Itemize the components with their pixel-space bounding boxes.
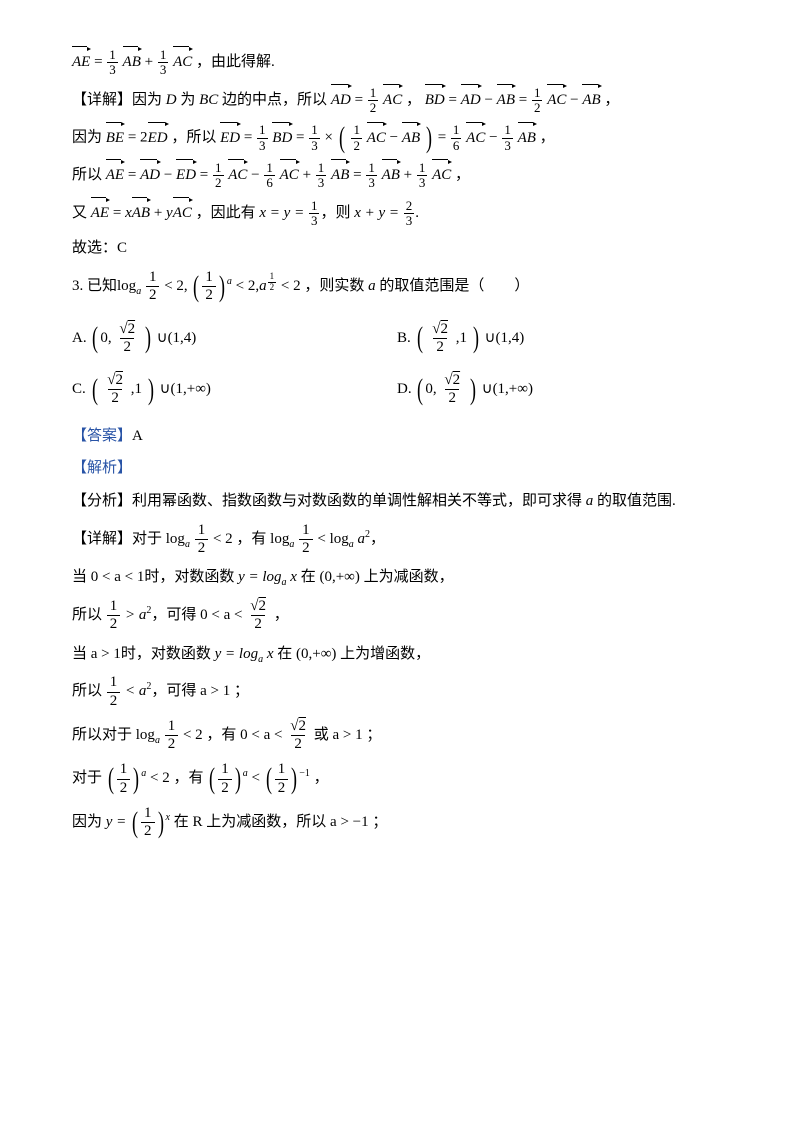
options-row-1: A. (0, √22 ) ∪(1,4) B. ( √22 ,1 ) ∪(1,4) (72, 313, 722, 365)
xiangjie-5: 所以 12 < a2，可得 a > 1 ； (72, 674, 722, 710)
line-ae-decomp: AE AE = = 13 AB + 13 AC ，由此得解. (72, 48, 722, 78)
q3-stem: 3. 已知loga 12 < 2, (12)a < 2,a12 < 2 ，则实数… (72, 269, 722, 305)
vec-ac: AC (173, 50, 192, 75)
xiangjie-8: 因为 y = (12)x 在 R 上为减函数，所以 a > −1 ； (72, 805, 722, 841)
option-b: B. ( √22 ,1 ) ∪(1,4) (397, 321, 722, 357)
xiangjie-3: 所以 12 > a2，可得 0 < a < √22 ， (72, 598, 722, 634)
vec-ae: AE (72, 50, 90, 75)
xiangjie-6: 所以对于 loga 12 < 2 ，有 0 < a < √22 或 a > 1 … (72, 718, 722, 754)
xiangjie-4: 当 a > 1时，对数函数 y = loga x 在 (0,+∞) 上为增函数， (72, 642, 722, 667)
line-choice-c: 故选：C (72, 236, 722, 261)
option-c: C. ( √22 ,1 ) ∪(1,+∞) (72, 372, 397, 408)
line-be-2ed: 因为 BE = 2ED ，所以 ED = 13 BD = 13 × ( 12 A… (72, 123, 722, 153)
line-ae-expand: 所以 AE = AD − ED = 12 AC − 16 AC + 13 AB … (72, 161, 722, 191)
options-row-2: C. ( √22 ,1 ) ∪(1,+∞) D. (0, √22 ) ∪(1,+… (72, 364, 722, 416)
fenxi: 【分析】利用幂函数、指数函数与对数函数的单调性解相关不等式，即可求得 a 的取值… (72, 489, 722, 514)
jiexi-tag: 【解析】 (72, 456, 722, 481)
xiangjie-1: 【详解】对于 loga 12 < 2 ，有 loga 12 < loga a2， (72, 522, 722, 558)
line-detail-1: 【详解】因为 D 为 BC 边的中点，所以 AD = 12 AC ， BD = … (72, 86, 722, 116)
answer-tag: 【答案】A (72, 424, 722, 449)
text: ，由此得解. (196, 54, 275, 70)
option-a: A. (0, √22 ) ∪(1,4) (72, 321, 397, 357)
vec-ab: AB (123, 50, 141, 75)
xiangjie-7: 对于 (12)a < 2 ，有 (12)a < (12)−1 ， (72, 761, 722, 797)
option-d: D. (0, √22 ) ∪(1,+∞) (397, 372, 722, 408)
xiangjie-2: 当 0 < a < 1时，对数函数 y = loga x 在 (0,+∞) 上为… (72, 565, 722, 590)
line-xy: 又 AE = xAB + yAC ，因此有 x = y = 13，则 x + y… (72, 199, 722, 229)
